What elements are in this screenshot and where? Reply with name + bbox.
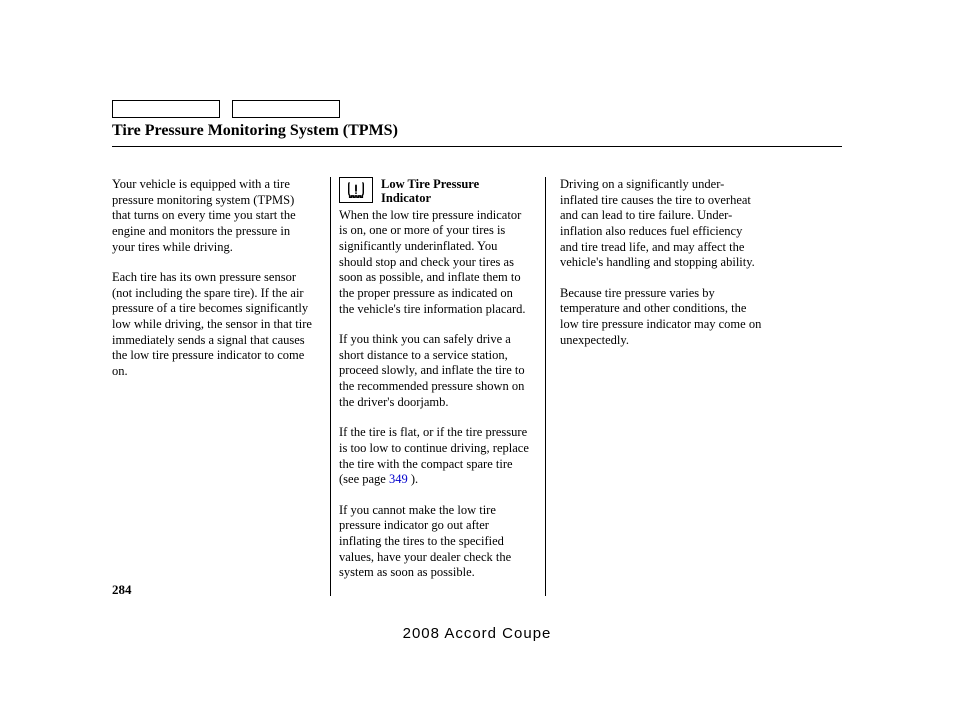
- col2-para4: If you cannot make the low tire pressure…: [339, 503, 531, 581]
- low-tire-pressure-icon: [339, 177, 373, 203]
- col1-para2: Each tire has its own pressure sensor (n…: [112, 270, 316, 379]
- page-container: Tire Pressure Monitoring System (TPMS) Y…: [0, 0, 954, 636]
- col2-para3-text-b: ).: [408, 472, 418, 486]
- col1-para1: Your vehicle is equipped with a tire pre…: [112, 177, 316, 255]
- page-title: Tire Pressure Monitoring System (TPMS): [112, 122, 842, 147]
- indicator-header: Low Tire Pressure Indicator: [339, 177, 531, 206]
- page-number: 284: [112, 582, 132, 598]
- col2-para1: When the low tire pressure indicator is …: [339, 208, 531, 317]
- col3-para2: Because tire pressure varies by temperat…: [560, 286, 762, 349]
- header-box-left: [112, 100, 220, 118]
- column-3: Driving on a significantly under-inflate…: [546, 177, 762, 596]
- col2-para2: If you think you can safely drive a shor…: [339, 332, 531, 410]
- header-box-right: [232, 100, 340, 118]
- page-reference-link[interactable]: 349: [389, 472, 408, 486]
- col2-para3: If the tire is flat, or if the tire pres…: [339, 425, 531, 488]
- indicator-label: Low Tire Pressure Indicator: [381, 177, 531, 206]
- content-columns: Your vehicle is equipped with a tire pre…: [112, 177, 842, 596]
- header-boxes: [112, 100, 842, 118]
- col3-para1: Driving on a significantly under-inflate…: [560, 177, 762, 271]
- col2-para3-text-a: If the tire is flat, or if the tire pres…: [339, 425, 529, 486]
- footer-vehicle-model: 2008 Accord Coupe: [0, 625, 954, 642]
- column-2: Low Tire Pressure Indicator When the low…: [330, 177, 546, 596]
- column-1: Your vehicle is equipped with a tire pre…: [112, 177, 330, 596]
